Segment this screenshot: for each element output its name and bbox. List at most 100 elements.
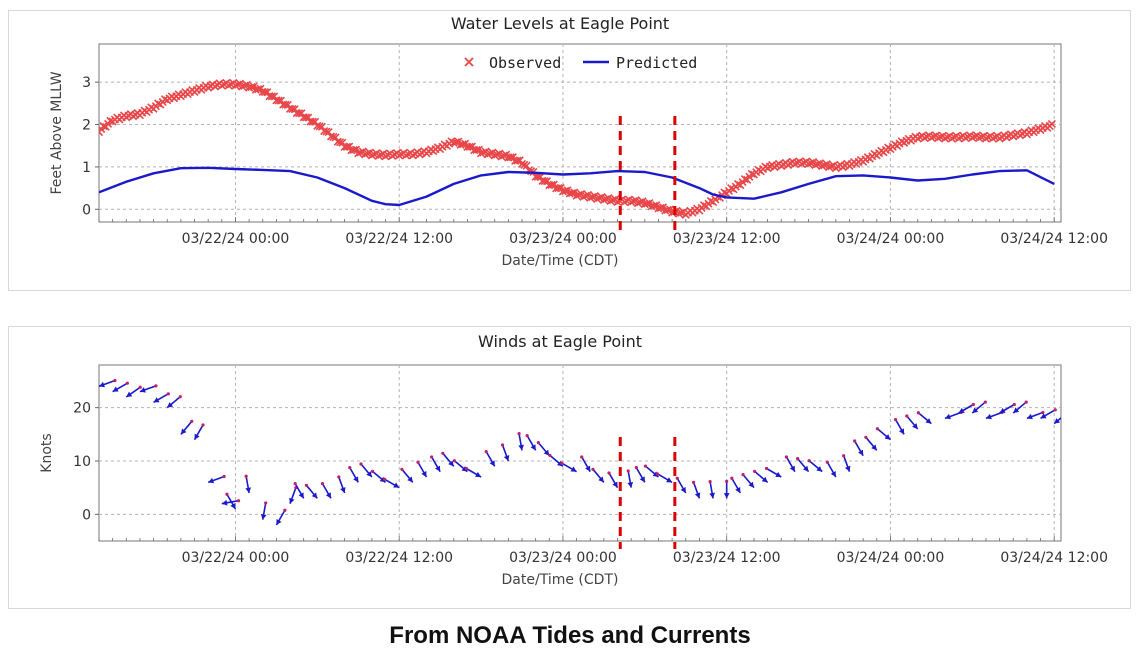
- observed-point: [586, 193, 595, 202]
- y-tick-label: 1: [82, 160, 91, 176]
- wind-arrow-head: [735, 487, 741, 493]
- wind-arrow-tail: [725, 479, 729, 483]
- wind-arrow-tail: [675, 476, 679, 480]
- observed-point: [636, 198, 645, 207]
- observed-point: [154, 99, 163, 108]
- wind-arrow-head: [180, 428, 187, 435]
- wind-arrow-tail: [643, 464, 648, 468]
- wind-arrow-head: [557, 460, 563, 467]
- wind-arrow-tail: [166, 392, 170, 396]
- wind-arrow-tail: [320, 482, 325, 486]
- wind-arrow-tail: [1053, 408, 1057, 412]
- observed-point: [827, 162, 836, 171]
- observed-point: [247, 83, 256, 92]
- wind-arrow-tail: [1024, 400, 1028, 404]
- wind-arrow-tail: [708, 479, 712, 484]
- observed-point: [720, 188, 729, 197]
- observed-point: [479, 148, 488, 157]
- wind-arrow-head: [748, 481, 754, 488]
- wind-arrow-head: [958, 407, 965, 413]
- wind-arrow-head: [1054, 418, 1061, 424]
- observed-point: [567, 188, 577, 198]
- observed-point: [663, 205, 672, 215]
- wind-arrow-head: [448, 460, 454, 467]
- wind-arrow-head: [709, 492, 715, 499]
- observed-point: [733, 179, 743, 189]
- observed-point: [556, 183, 565, 192]
- observed-point: [547, 180, 556, 189]
- observed-point: [483, 150, 492, 159]
- wind-arrow-tail: [753, 469, 757, 474]
- observed-point: [231, 81, 240, 90]
- wind-arrow-head: [652, 471, 659, 477]
- y-tick-label: 10: [73, 454, 91, 470]
- wind-arrow-tail: [971, 402, 975, 407]
- wind-arrow-head: [112, 386, 119, 392]
- wind-arrow-tail: [113, 378, 117, 383]
- wind-arrow-head: [366, 471, 372, 477]
- wind-arrow-tail: [484, 450, 488, 454]
- observed-point: [549, 180, 558, 189]
- x-tick-label: 03/24/24 00:00: [837, 231, 945, 247]
- wind-arrow-head: [816, 466, 823, 472]
- wind-arrow-tail: [853, 439, 857, 443]
- wind-arrow-head: [694, 492, 701, 499]
- wind-arrow-head: [194, 433, 200, 440]
- wind-arrow-tail: [201, 423, 205, 427]
- wind-arrow-tail: [560, 461, 564, 465]
- series-group: [99, 78, 1056, 219]
- wind-arrow-tail: [222, 474, 226, 479]
- observed-point: [554, 184, 563, 193]
- wind-arrow-head: [276, 519, 282, 525]
- wind-arrow-head: [627, 481, 634, 488]
- observed-point: [643, 199, 652, 208]
- x-axis-label: Date/Time (CDT): [502, 572, 619, 588]
- observed-point: [934, 134, 943, 143]
- wind-arrow-tail: [359, 462, 363, 466]
- observed-point: [561, 186, 570, 195]
- wind-arrow-tail: [916, 411, 920, 415]
- wind-arrow-head: [972, 407, 979, 413]
- wind-arrow-head: [99, 381, 105, 388]
- observed-point: [374, 151, 383, 160]
- wind-arrow-head: [830, 471, 836, 477]
- wind-chart-panel: 03/22/24 00:00 03/22/24 12:00 03/23/24 00:…: [8, 326, 1131, 609]
- wind-arrow-head: [1026, 413, 1033, 420]
- wind-arrow-head: [999, 407, 1006, 413]
- observed-point: [727, 184, 736, 193]
- observed-point: [517, 159, 527, 169]
- wind-arrow-head: [260, 513, 267, 520]
- y-tick-label: 0: [82, 202, 91, 218]
- wind-arrow-head: [543, 449, 550, 456]
- wind-arrow-tail: [225, 492, 229, 496]
- observed-point: [599, 195, 608, 205]
- wind-arrow-head: [393, 482, 400, 488]
- wind-arrow-tail: [370, 469, 375, 474]
- wind-arrow-head: [925, 418, 932, 424]
- wind-arrow-head: [153, 397, 160, 403]
- wind-arrow-tail: [441, 451, 445, 455]
- wind-arrow-tail: [517, 431, 521, 436]
- observed-point: [508, 153, 517, 162]
- observed-point: [674, 209, 683, 218]
- observed-point: [936, 132, 945, 142]
- wind-arrow-tail: [244, 474, 248, 478]
- observed-point: [233, 80, 242, 89]
- wind-arrow-tail: [741, 473, 745, 477]
- observed-point: [649, 201, 658, 210]
- observed-point: [486, 149, 495, 158]
- observed-point: [677, 208, 686, 217]
- observed-point: [499, 151, 508, 160]
- observed-point: [472, 145, 481, 155]
- wind-arrow-head: [311, 492, 318, 499]
- wind-arrow-head: [340, 487, 346, 493]
- wind-arrow-head: [585, 465, 591, 472]
- x-tick-label: 03/24/24 12:00: [1000, 231, 1108, 247]
- wind-arrow-head: [461, 466, 468, 472]
- wind-arrow-tail: [548, 453, 552, 458]
- wind-arrow-tail: [825, 460, 829, 464]
- wind-arrow-head: [598, 476, 604, 483]
- wind-arrow-head: [898, 428, 905, 435]
- observed-point: [581, 191, 590, 200]
- wind-arrow-tail: [893, 418, 898, 422]
